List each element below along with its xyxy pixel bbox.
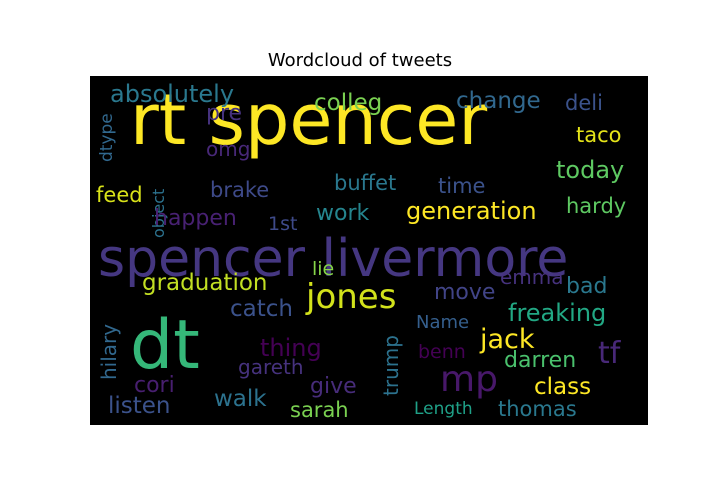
word-emma: emma (500, 265, 564, 289)
word-name: Name (416, 312, 469, 333)
word-darren: darren (504, 348, 576, 373)
word-give: give (310, 374, 357, 399)
word-absolutely: absolutely (110, 80, 234, 108)
word-thing: thing (260, 334, 322, 362)
word-benn: benn (418, 341, 466, 363)
word-spencer-livermore: spencer livermore (98, 229, 568, 289)
word-dtype: dtype (97, 113, 117, 162)
word-feed: feed (96, 183, 143, 207)
word-tf: tf (598, 336, 622, 371)
word-move: move (434, 280, 495, 305)
word-change: change (456, 88, 541, 114)
word-freaking: freaking (508, 299, 606, 327)
word-jack: jack (479, 324, 535, 355)
word-length: Length (414, 399, 473, 419)
word-1st: 1st (268, 213, 297, 235)
word-brake: brake (210, 178, 269, 202)
word-buffet: buffet (334, 171, 396, 195)
word-graduation: graduation (142, 270, 267, 296)
chart-title: Wordcloud of tweets (267, 50, 453, 71)
word-class: class (534, 374, 591, 400)
word-listen: listen (108, 393, 171, 419)
word-deli: deli (565, 91, 603, 115)
word-hardy: hardy (566, 194, 626, 218)
word-gareth: gareth (238, 355, 304, 379)
word-object: object (149, 189, 168, 238)
word-lie: lie (312, 258, 334, 280)
word-rt-spencer: rt spencer (130, 79, 487, 161)
word-thomas: thomas (498, 397, 577, 421)
word-generation: generation (406, 197, 537, 225)
word-cori: cori (134, 373, 175, 398)
word-hilary: hilary (97, 324, 121, 380)
word-sarah: sarah (290, 398, 349, 422)
word-time: time (438, 174, 485, 198)
word-mp: mp (440, 359, 498, 400)
word-work: work (316, 201, 369, 226)
word-bad: bad (566, 274, 607, 299)
word-jones: jones (305, 277, 396, 317)
word-colleg: colleg (314, 90, 382, 116)
word-catch: catch (230, 296, 293, 322)
word-pre: pre (206, 101, 242, 126)
wordcloud-canvas: rt spencer spencer livermore dt jones mp abso… (90, 76, 648, 425)
word-happen: happen (154, 206, 237, 231)
word-trump: trump (379, 335, 403, 396)
word-dt: dt (130, 306, 200, 385)
word-walk: walk (214, 386, 267, 412)
word-omg: omg (206, 137, 250, 161)
wordcloud-background (90, 76, 648, 425)
word-today: today (556, 156, 624, 184)
word-taco: taco (576, 123, 622, 147)
